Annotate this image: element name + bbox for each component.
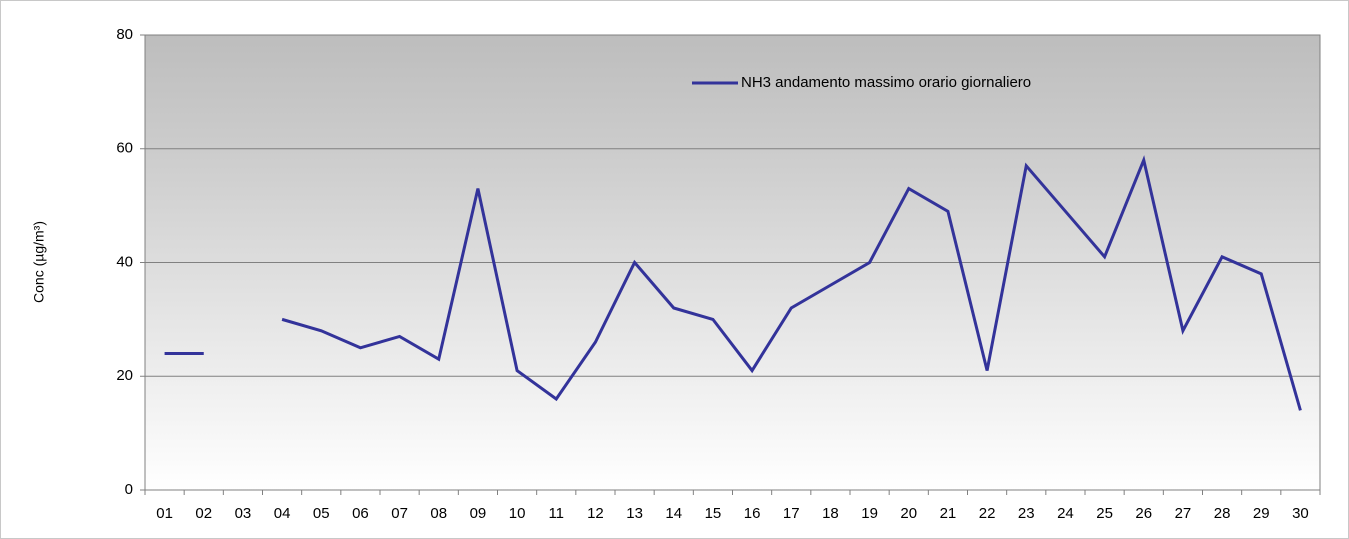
- x-tick-label: 17: [783, 505, 800, 522]
- x-tick-label: 05: [313, 505, 330, 522]
- x-tick-label: 01: [156, 505, 173, 522]
- x-tick-label: 03: [235, 505, 252, 522]
- x-tick-label: 18: [822, 505, 839, 522]
- x-tick-label: 30: [1292, 505, 1309, 522]
- x-tick-label: 24: [1057, 505, 1074, 522]
- x-tick-label: 11: [548, 505, 564, 522]
- y-tick-label: 0: [125, 481, 133, 498]
- x-tick-label: 15: [705, 505, 722, 522]
- x-tick-label: 19: [861, 505, 878, 522]
- y-tick-label: 20: [116, 367, 133, 384]
- x-tick-label: 28: [1214, 505, 1231, 522]
- x-tick-label: 25: [1096, 505, 1113, 522]
- x-tick-label: 21: [940, 505, 957, 522]
- x-tick-label: 04: [274, 505, 291, 522]
- x-tick-label: 23: [1018, 505, 1035, 522]
- y-tick-label: 60: [116, 140, 133, 157]
- y-axis-label: Conc (µg/m³): [31, 221, 47, 303]
- x-tick-label: 20: [900, 505, 917, 522]
- x-tick-label: 08: [430, 505, 447, 522]
- x-tick-label: 12: [587, 505, 604, 522]
- x-tick-label: 07: [391, 505, 408, 522]
- x-tick-label: 16: [744, 505, 761, 522]
- x-tick-label: 29: [1253, 505, 1270, 522]
- x-tick-label: 26: [1135, 505, 1152, 522]
- x-tick-label: 06: [352, 505, 369, 522]
- x-tick-label: 13: [626, 505, 643, 522]
- x-tick-label: 27: [1175, 505, 1192, 522]
- x-tick-label: 10: [509, 505, 526, 522]
- legend-label: NH3 andamento massimo orario giornaliero: [741, 74, 1031, 91]
- x-tick-label: 14: [665, 505, 682, 522]
- y-tick-label: 80: [116, 26, 133, 43]
- y-tick-label: 40: [116, 253, 133, 270]
- x-tick-label: 22: [979, 505, 996, 522]
- x-tick-label: 09: [470, 505, 487, 522]
- data-line: [164, 155, 1302, 411]
- x-tick-label: 02: [195, 505, 212, 522]
